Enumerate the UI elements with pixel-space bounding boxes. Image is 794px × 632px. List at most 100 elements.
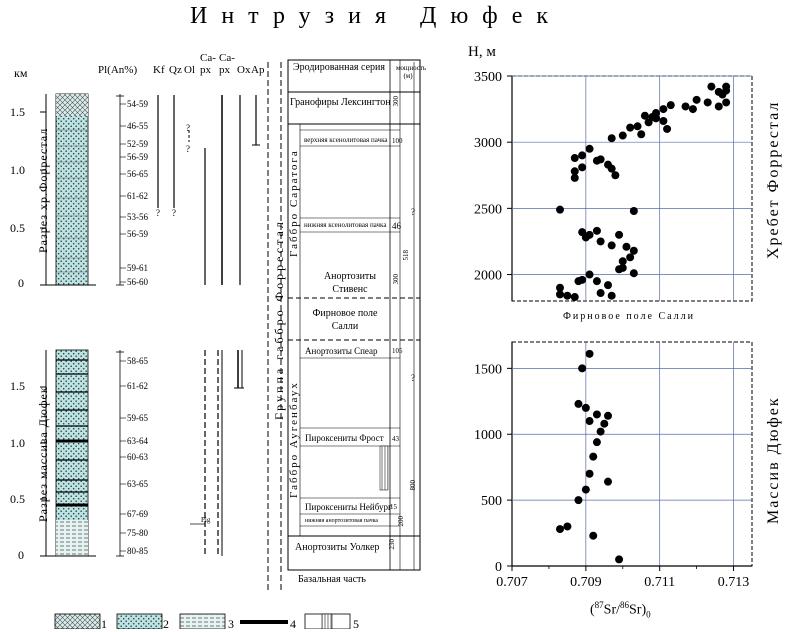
data-point <box>659 117 668 125</box>
unit-upper-xenolith: верхняя ксенолитовая пачка <box>304 136 388 144</box>
question-mark: ? <box>411 207 415 217</box>
y-tick-label: 2000 <box>474 269 502 284</box>
data-point <box>581 485 590 494</box>
header-ol: Ol <box>184 64 195 76</box>
data-point <box>592 438 601 447</box>
bottom-tick-1-0: 1.0 <box>10 436 25 450</box>
data-point <box>652 109 660 118</box>
pl-ladder <box>116 94 126 557</box>
thickness-value: 15 <box>390 503 397 511</box>
x-tick-label: 0.707 <box>496 575 528 590</box>
data-point <box>574 399 583 408</box>
data-point <box>592 410 601 419</box>
y-tick-label: 0 <box>495 560 502 575</box>
unit-neuburg: Пироксениты Нейбург <box>305 502 392 512</box>
strat-column <box>267 59 421 590</box>
data-point <box>633 122 642 131</box>
legend-swatch-2 <box>116 613 163 629</box>
question-mark: ? <box>186 144 190 154</box>
an-label: 56-59 <box>127 229 148 239</box>
legend-label-1: 1 <box>101 617 107 631</box>
legend-label-5: 5 <box>353 617 359 631</box>
data-point <box>585 230 594 239</box>
an-label: 56-59 <box>127 152 148 162</box>
data-point <box>592 156 601 165</box>
an-label: 75-80 <box>127 528 148 538</box>
data-point <box>581 403 590 412</box>
an-label: 80-85 <box>127 546 148 556</box>
data-point <box>570 173 579 182</box>
y-tick-label: 500 <box>481 494 502 509</box>
km-label: км <box>14 66 28 80</box>
data-point <box>585 270 594 279</box>
an-label: 61-62 <box>127 191 148 201</box>
sally-label: Фирновое поле Салли <box>563 311 695 322</box>
data-point <box>604 411 612 420</box>
unit-lower-anorthosite: нижняя анортозитовая пачка <box>305 518 379 524</box>
data-point <box>585 469 594 478</box>
top-tick-0-5: 0.5 <box>10 221 25 235</box>
unit-frost: Пироксениты Фрост <box>305 433 384 443</box>
strat-header-thickness: мощность (м) <box>396 64 427 80</box>
y-axis-label: Н, м <box>468 44 496 60</box>
legend-label-4: 4 <box>290 617 296 631</box>
data-point <box>659 105 668 114</box>
x-tick-label: 0.713 <box>718 575 750 590</box>
data-point <box>578 228 587 237</box>
data-point <box>666 101 675 110</box>
data-point <box>596 237 605 246</box>
an-label: 46-55 <box>127 121 148 131</box>
an-label: 61-62 <box>127 381 148 391</box>
legend-label-3: 3 <box>228 617 234 631</box>
data-point <box>703 98 712 107</box>
plot-top: 2000 2500 3000 3500 <box>474 70 753 302</box>
top-tick-1-5: 1.5 <box>10 105 25 119</box>
data-point <box>615 555 624 564</box>
data-point <box>585 417 594 426</box>
thickness-value: 43 <box>392 435 399 443</box>
unit-stevens: Анортозиты Стивенс <box>323 271 377 295</box>
an-label: 52-59 <box>127 139 148 149</box>
data-point <box>607 291 616 300</box>
data-point <box>570 167 579 176</box>
top-tick-0: 0 <box>18 276 24 290</box>
data-point <box>600 419 609 428</box>
data-point <box>722 98 731 107</box>
unit-sally: Фирновое поле Салли <box>312 308 378 332</box>
data-point <box>615 230 624 239</box>
data-point <box>604 281 612 290</box>
data-point <box>663 124 672 133</box>
an-label: 58-65 <box>127 356 148 366</box>
x-axis-label: (87Sr/86Sr)0 <box>590 600 651 620</box>
header-capx-1: Ca- px <box>200 52 216 76</box>
thickness-value: 100 <box>392 137 403 145</box>
data-point <box>626 253 635 262</box>
an-label: 53-56 <box>127 212 148 222</box>
data-point <box>607 134 616 143</box>
data-point <box>629 207 638 215</box>
data-point <box>637 130 646 139</box>
data-point <box>585 349 594 358</box>
unit-walker: Анортозиты Уолкер <box>295 542 380 553</box>
data-point <box>596 427 605 436</box>
plot-frame <box>511 341 753 567</box>
data-point <box>692 95 701 104</box>
header-ap: Ap <box>251 64 265 76</box>
legend <box>54 613 351 629</box>
data-point <box>622 242 631 251</box>
data-point <box>556 205 564 214</box>
data-point <box>714 102 723 111</box>
data-point <box>592 277 601 286</box>
data-point <box>556 283 564 292</box>
bottom-tick-1-5: 1.5 <box>10 379 25 393</box>
data-point <box>596 289 605 298</box>
an-label: 63-64 <box>127 436 148 446</box>
data-point <box>618 257 627 266</box>
question-mark: ? <box>156 208 160 218</box>
data-point <box>578 275 587 284</box>
legend-label-2: 2 <box>163 617 169 631</box>
data-point <box>556 290 564 299</box>
data-point <box>585 144 594 153</box>
an-label: 67-69 <box>127 509 148 519</box>
